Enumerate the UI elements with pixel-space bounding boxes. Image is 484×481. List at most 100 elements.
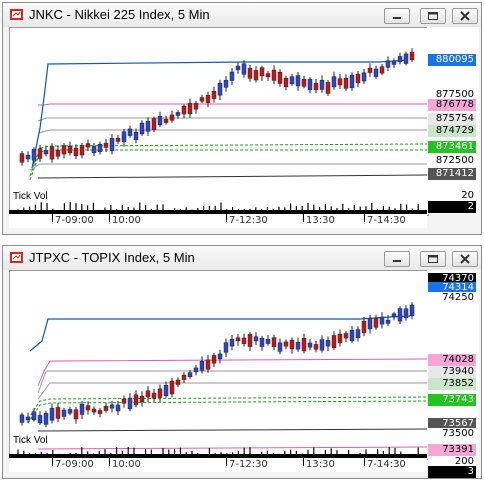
- close-icon: [460, 254, 470, 264]
- candle-body: [151, 392, 157, 399]
- close-button[interactable]: [452, 251, 478, 267]
- price-plot[interactable]: Tick Vol: [9, 270, 429, 460]
- chart-app-icon: [10, 9, 23, 20]
- price-level-label: 872500: [428, 155, 476, 167]
- candle-body: [19, 414, 25, 423]
- candle-body: [337, 78, 343, 86]
- candle-body: [409, 304, 415, 316]
- price-level-label: 874729: [428, 125, 476, 137]
- close-button[interactable]: [452, 8, 478, 24]
- candle-body: [85, 143, 91, 148]
- candle-body: [295, 341, 301, 350]
- candle-body: [253, 336, 259, 342]
- candle-body: [241, 337, 247, 344]
- time-tick-label: 7-12:30: [229, 215, 268, 226]
- candle-body: [247, 334, 253, 347]
- candle-body: [241, 63, 247, 75]
- level-line: [37, 382, 428, 400]
- time-axis[interactable]: 7-09:00 10:00 7-12:30 13:30 7-14:30: [9, 454, 427, 472]
- candle-body: [253, 70, 259, 81]
- window-title: JTPXC - TOPIX Index, 5 Min: [29, 250, 195, 265]
- candle-body: [127, 128, 133, 136]
- time-tick-label: 10:00: [112, 459, 141, 470]
- minimize-button[interactable]: [384, 251, 410, 267]
- candle-body: [121, 131, 127, 142]
- maximize-icon: [428, 255, 438, 263]
- title-bar[interactable]: JNKC - Nikkei 225 Index, 5 Min: [3, 3, 481, 27]
- maximize-button[interactable]: [420, 8, 446, 24]
- time-tick-label: 7-09:00: [55, 215, 94, 226]
- price-level-label: 877500: [428, 89, 476, 101]
- maximize-button[interactable]: [420, 251, 446, 267]
- candle-body: [229, 71, 235, 81]
- candle-body: [103, 142, 109, 148]
- candle-body: [145, 390, 151, 398]
- candle-body: [133, 394, 139, 405]
- candle-body: [193, 367, 199, 373]
- price-chart-svg: [17, 48, 428, 214]
- time-tick-label: 10:00: [112, 215, 141, 226]
- candle-body: [265, 73, 271, 78]
- candle-body: [49, 407, 55, 421]
- candle-body: [349, 75, 355, 89]
- candle-body: [283, 341, 289, 347]
- candle-body: [199, 97, 205, 102]
- candle-body: [295, 75, 301, 87]
- candle-body: [91, 146, 97, 154]
- candle-body: [85, 405, 91, 411]
- price-level-label: 73852: [428, 378, 476, 390]
- minimize-button[interactable]: [384, 8, 410, 24]
- price-level-label: 73500: [428, 428, 476, 440]
- candle-body: [259, 67, 265, 77]
- candle-body: [79, 145, 85, 156]
- price-axis[interactable]: 74370 74314 74250 74028 73940 73852 73743 73567…: [427, 270, 479, 478]
- candle-body: [73, 147, 79, 156]
- time-tick-mark: [364, 454, 365, 466]
- level-line: [29, 143, 428, 177]
- time-tick-label: 13:30: [306, 215, 335, 226]
- candle-body: [199, 360, 205, 371]
- candle-body: [259, 337, 265, 347]
- volume-level-label: 2: [428, 201, 476, 213]
- candle-body: [367, 67, 373, 73]
- candle-body: [367, 317, 373, 330]
- time-tick-label: 7-09:00: [55, 459, 94, 470]
- candle-body: [217, 353, 223, 360]
- candle-body: [277, 342, 283, 352]
- candle-body: [271, 69, 277, 81]
- candle-body: [301, 338, 307, 352]
- candle-body: [355, 329, 361, 338]
- level-line: [37, 370, 428, 394]
- title-bar[interactable]: JTPXC - TOPIX Index, 5 Min: [3, 246, 481, 270]
- candle-body: [319, 339, 325, 351]
- price-level-label: 74314: [428, 282, 476, 294]
- candle-body: [277, 71, 283, 84]
- candle-body: [301, 78, 307, 87]
- candle-body: [373, 68, 379, 77]
- price-level-label: 73940: [428, 366, 476, 378]
- candle-body: [31, 149, 37, 161]
- candle-body: [391, 313, 397, 318]
- level-line: [37, 428, 428, 432]
- candle-body: [247, 67, 253, 79]
- level-line: [37, 117, 428, 122]
- candle-body: [145, 120, 151, 132]
- candle-body: [391, 60, 397, 65]
- time-axis[interactable]: 7-09:00 10:00 7-12:30 13:30 7-14:30: [9, 210, 427, 228]
- candle-body: [91, 408, 97, 413]
- price-plot[interactable]: Tick Vol: [9, 27, 429, 216]
- candle-body: [313, 82, 319, 90]
- level-line: [37, 129, 428, 134]
- candle-body: [307, 79, 313, 90]
- time-tick-mark: [303, 210, 304, 222]
- candle-body: [67, 146, 73, 154]
- level-line: [38, 103, 428, 106]
- candle-body: [97, 144, 103, 153]
- candle-body: [67, 409, 73, 414]
- window-title: JNKC - Nikkei 225 Index, 5 Min: [29, 7, 210, 22]
- candle-body: [325, 340, 331, 347]
- time-tick-mark: [109, 210, 110, 222]
- candle-body: [25, 154, 31, 160]
- candle-body: [403, 53, 409, 64]
- price-axis[interactable]: 880095 877500 876778 875754 874729 873461 8725…: [427, 27, 479, 214]
